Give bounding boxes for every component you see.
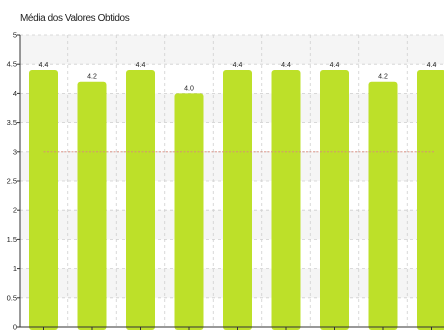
bar-7: [320, 70, 349, 330]
y-tick-label: 3.5: [7, 118, 17, 127]
data-label-6: 4.4: [281, 62, 291, 69]
y-tick-label: 4.5: [7, 60, 17, 69]
y-tick-label: 5: [13, 31, 17, 40]
chart-title: Média dos Valores Obtidos: [20, 13, 130, 24]
data-label-1: 4.4: [39, 62, 49, 69]
bar-9: [417, 70, 444, 330]
bar-6: [271, 70, 301, 330]
data-label-7: 4.4: [330, 62, 340, 69]
y-tick-label: 2: [13, 206, 17, 215]
data-label-8: 4.2: [378, 74, 388, 81]
bar-8: [368, 81, 398, 330]
y-tick-label: 3: [13, 147, 17, 156]
data-label-4: 4.0: [184, 85, 194, 92]
data-label-2: 4.2: [87, 74, 97, 81]
y-tick-label: 0.5: [7, 293, 17, 302]
bar-4: [174, 93, 204, 331]
y-tick-label: 0: [13, 323, 17, 332]
y-tick-label: 1.5: [7, 235, 17, 244]
y-tick-label: 1: [13, 264, 17, 273]
bar-5: [223, 70, 252, 330]
data-label-3: 4.4: [136, 62, 146, 69]
bars: 4.4 4.2 4.4 4.0 4.4 4.4 4.4 4.2 4.4: [29, 62, 444, 331]
bar-3: [126, 70, 155, 330]
y-tick-label: 4: [13, 89, 17, 98]
grid-band: [20, 35, 444, 65]
y-axis: 0 0.5 1 1.5 2 2.5 3 3.5 4 4.5 5: [7, 31, 21, 332]
data-label-5: 4.4: [233, 62, 243, 69]
bar-1: [29, 70, 58, 330]
data-label-9: 4.4: [427, 62, 437, 69]
y-tick-label: 2.5: [7, 177, 17, 186]
bar-2: [77, 81, 107, 330]
